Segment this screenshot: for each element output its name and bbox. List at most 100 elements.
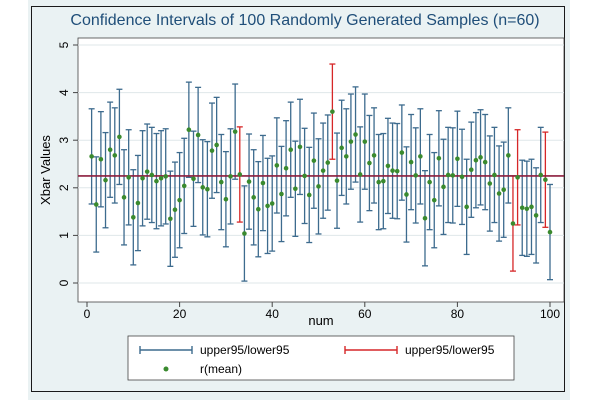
mean-point [441,184,446,190]
mean-point [163,174,169,179]
mean-points [89,109,553,236]
mean-point [144,169,150,174]
mean-point [431,197,437,203]
mean-point [209,148,215,153]
mean-point [256,206,261,212]
y-tick-label: 1 [57,232,71,239]
mean-point [293,186,298,192]
mean-point [172,207,178,212]
mean-point [459,174,465,180]
legend-label: upper95/lower95 [200,343,290,357]
x-tick-label: 80 [451,307,465,321]
mean-point [496,191,502,196]
chart-border [31,6,565,392]
mean-point [519,205,525,211]
x-tick-label: 0 [84,307,91,321]
mean-point [408,159,414,165]
legend-box [127,335,515,381]
mean-point [353,132,358,137]
mean-point [339,145,344,151]
mean-point [214,142,219,148]
mean-point [524,206,530,212]
legend-item: r(mean) [163,362,242,376]
mean-point [501,187,507,193]
mean-point [385,163,391,169]
mean-point [260,180,266,186]
mean-point [394,168,400,174]
y-tick-label: 5 [57,41,71,48]
x-axis: 0 20 40 60 80 100 [84,302,560,321]
mean-point [418,154,423,159]
legend-label: upper95/lower95 [405,343,495,357]
mean-point [362,139,368,144]
mean-point [297,144,303,150]
y-tick-label: 3 [57,137,71,144]
mean-point [478,155,483,160]
mean-point [121,195,127,200]
mean-point [205,186,210,192]
y-tick-label: 2 [57,184,71,191]
mean-point [135,200,141,206]
mean-point [112,153,118,158]
y-tick-label: 4 [57,89,71,96]
mean-point [154,178,159,184]
mean-point [279,191,284,197]
mean-point [455,156,460,162]
mean-point [274,163,280,168]
mean-point [487,181,493,186]
x-tick-label: 20 [173,307,187,321]
mean-point [357,172,363,177]
mean-point [543,177,548,183]
mean-point [269,201,275,206]
mean-point [422,215,428,221]
mean-point [200,185,206,190]
mean-point [450,173,456,178]
mean-point [399,150,405,155]
mean-point [306,192,312,198]
x-axis-label: num [308,313,333,328]
mean-point [404,192,409,197]
mean-point [367,160,372,166]
mean-point [445,172,451,178]
mean-point [251,195,256,200]
chart-title: Confidence Intervals of 100 Randomly Gen… [70,12,539,29]
mean-point [131,215,136,220]
mean-point [390,168,395,173]
mean-point [117,134,122,140]
mean-point [413,173,419,178]
mean-point [107,147,113,153]
mean-point [330,109,335,114]
mean-point [320,168,326,173]
mean-point [510,221,516,226]
mean-point [228,174,233,179]
mean-point [348,139,354,144]
mean-point [103,177,108,183]
mean-point [149,172,155,178]
mean-point [283,165,289,171]
legend-item: upper95/lower95 [139,343,290,357]
x-tick-label: 60 [358,307,372,321]
mean-point [93,202,99,207]
mean-point [334,178,340,183]
mean-point [468,167,474,173]
y-axis: 0 1 2 3 4 5 [57,41,78,286]
mean-point [140,175,145,181]
mean-point [191,176,196,182]
mean-point [506,153,511,158]
mean-point [316,184,321,189]
mean-point [158,175,164,181]
mean-point [371,153,377,158]
x-tick-label: 100 [540,307,560,321]
legend: upper95/lower95 upper95/lower95 r(mean) [127,335,515,381]
mean-point [237,172,243,177]
mean-point [98,156,104,162]
mean-point [311,158,317,163]
mean-point [218,179,224,185]
mean-point [265,203,270,209]
mean-point [482,159,488,165]
legend-label: r(mean) [200,362,242,376]
y-tick-label: 0 [57,279,71,286]
mean-point [89,154,94,159]
mean-point [464,204,469,210]
mean-point [427,179,432,185]
